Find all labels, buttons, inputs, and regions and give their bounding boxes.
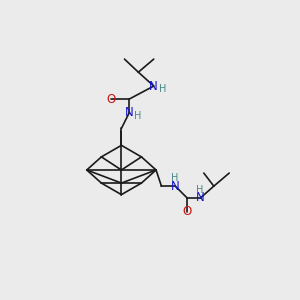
Text: O: O — [107, 93, 116, 106]
Text: H: H — [171, 173, 178, 184]
Text: N: N — [196, 191, 205, 204]
Text: H: H — [158, 84, 166, 94]
Text: O: O — [182, 205, 191, 218]
Text: H: H — [134, 111, 141, 121]
Text: N: N — [171, 180, 180, 193]
Text: N: N — [125, 106, 134, 119]
Text: N: N — [149, 80, 158, 92]
Text: H: H — [196, 185, 204, 195]
